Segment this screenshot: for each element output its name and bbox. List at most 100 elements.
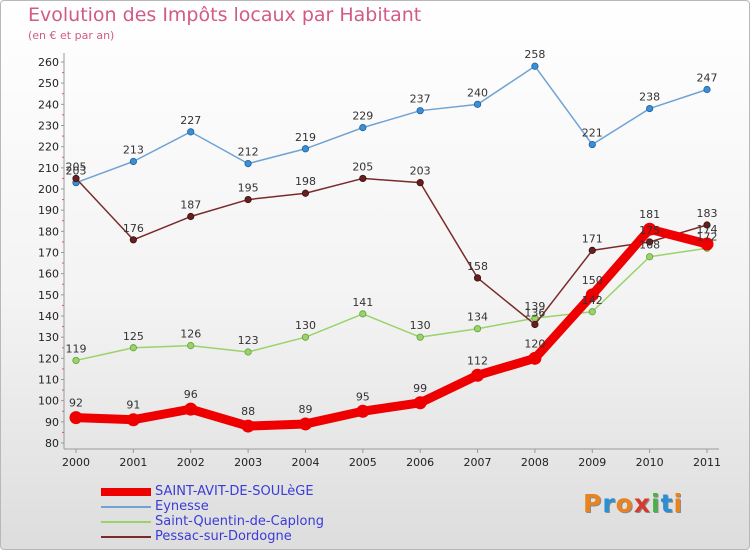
data-label: 227 [180,114,201,127]
data-label: 240 [467,86,488,99]
series-point-1 [703,85,711,94]
series-point-2 [646,253,654,261]
series-point-3 [531,320,539,329]
x-tick-label: 2009 [578,456,606,469]
data-label: 174 [697,223,718,236]
data-label: 158 [467,260,488,273]
series-point-0 [471,368,485,382]
y-tick-label: 100 [38,395,59,408]
series-point-1 [416,107,424,115]
data-label: 175 [639,224,660,237]
series-point-2 [588,308,596,316]
x-tick-label: 2000 [62,456,90,469]
logo-letter: t [660,489,674,518]
series-point-2 [72,356,80,365]
data-label: 141 [352,296,373,309]
legend-label: Saint-Quentin-de-Caplong [155,514,324,529]
y-tick-label: 80 [45,437,59,450]
y-tick-label: 250 [38,77,59,90]
data-label: 91 [126,399,140,412]
y-tick-label: 180 [38,225,59,238]
y-tick-label: 140 [38,310,59,323]
data-label: 119 [66,342,87,355]
y-tick-label: 110 [38,374,59,387]
y-tick-label: 220 [38,141,59,154]
data-label: 247 [697,72,718,85]
series-point-1 [646,104,654,113]
legend-label: SAINT-AVIT-DE-SOULèGE [155,484,314,499]
legend-swatch [101,488,151,496]
series-point-0 [298,417,312,431]
x-tick-label: 2005 [349,456,377,469]
legend-label: Pessac-sur-Dordogne [155,529,292,544]
series-point-3 [416,179,424,187]
data-label: 150 [582,274,603,287]
data-label: 134 [467,311,488,324]
data-label: 183 [697,207,718,220]
data-label: 112 [467,354,488,367]
data-label: 198 [295,175,316,188]
data-label: 187 [180,199,201,212]
data-label: 88 [241,405,255,418]
data-label: 172 [697,230,718,243]
logo-letter: r [602,489,616,518]
series-point-3 [359,174,367,183]
series-line-3 [75,177,708,326]
y-tick-label: 200 [38,183,59,196]
series-point-0 [643,222,657,236]
y-tick-label: 90 [45,416,59,429]
proxiti-logo: Proxiti [583,489,683,518]
data-label: 195 [238,182,259,195]
series-point-1 [129,157,137,166]
x-tick-label: 2010 [636,456,664,469]
data-label: 238 [639,91,660,104]
series-line-0 [71,224,712,431]
data-label: 181 [639,208,660,221]
data-label: 203 [66,165,87,178]
chart-title: Evolution des Impôts locaux par Habitant [28,4,422,26]
series-point-3 [244,195,252,204]
data-label: 96 [184,388,198,401]
x-tick-label: 2004 [291,456,319,469]
series-point-1 [531,62,539,70]
series-point-0 [69,411,83,425]
y-tick-label: 230 [38,120,59,133]
data-label: 130 [295,319,316,332]
data-label: 171 [582,232,603,245]
series-point-3 [588,246,596,254]
data-label: 213 [123,143,144,156]
series-point-2 [416,333,424,341]
data-label: 219 [295,131,316,144]
legend-label: Eynesse [155,499,209,514]
series-point-0 [700,237,714,251]
series-point-0 [356,404,370,418]
x-tick-label: 2008 [521,456,549,469]
series-point-3 [129,236,137,244]
series-point-1 [359,124,367,132]
series-line-1 [75,65,708,184]
y-tick-label: 160 [38,268,59,281]
data-label: 120 [524,337,545,350]
series-point-3 [72,174,80,183]
series-point-3 [646,238,654,246]
series-point-2 [244,348,252,356]
series-point-3 [301,189,310,197]
x-tick-label: 2001 [119,456,147,469]
logo-letter: i [673,489,684,518]
data-label: 136 [524,306,545,319]
data-label: 205 [66,160,87,173]
series-point-1 [187,128,195,136]
y-tick-label: 170 [38,247,59,260]
series-point-0 [241,419,255,433]
data-label: 229 [352,110,373,123]
data-label: 126 [180,328,201,341]
x-tick-label: 2006 [406,456,434,469]
series-point-2 [187,342,195,350]
data-label: 123 [238,334,259,347]
data-label: 139 [524,300,545,313]
logo-letter: x [633,489,651,518]
series-point-3 [703,221,711,229]
data-label: 176 [123,222,144,235]
